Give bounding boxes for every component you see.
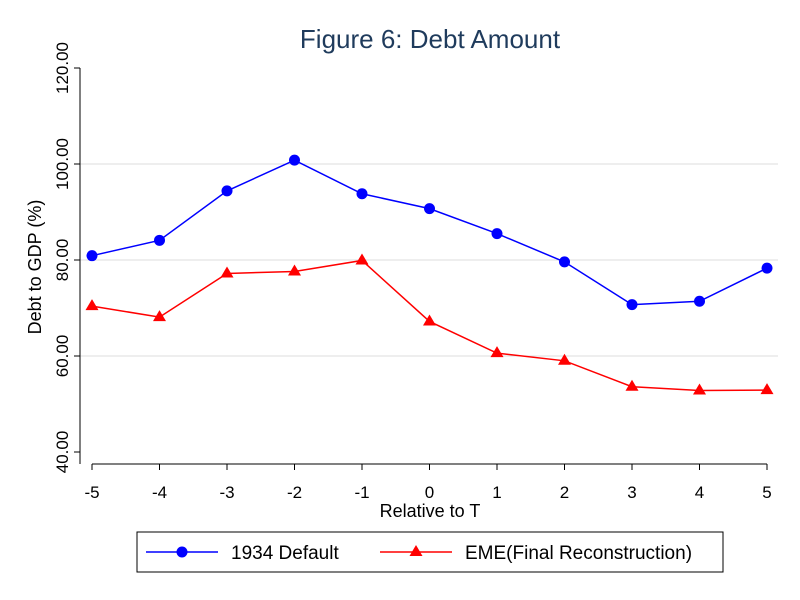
data-point [154, 234, 165, 246]
y-axis-label: Debt to GDP (%) [25, 200, 45, 335]
series-line [91, 259, 768, 392]
data-point [559, 256, 570, 268]
series-line [91, 159, 768, 306]
data-point [693, 383, 706, 395]
legend-marker-1934-default [176, 546, 188, 558]
x-tick-label: 5 [762, 483, 771, 502]
series-eme-final-reconstruction [85, 253, 774, 395]
data-point [153, 310, 166, 322]
y-tick-label: 120.00 [53, 42, 72, 94]
data-point [423, 314, 436, 326]
data-point [490, 346, 504, 358]
y-tick-label: 100.00 [53, 138, 72, 190]
data-point [761, 262, 773, 274]
x-tick-label: 1 [492, 483, 501, 502]
chart-title: Figure 6: Debt Amount [300, 24, 561, 54]
axes [79, 68, 767, 465]
x-tick-label: -2 [287, 483, 302, 502]
data-point [86, 250, 98, 262]
x-axis-label: Relative to T [380, 501, 481, 521]
y-tick-label: 40.00 [53, 431, 72, 474]
x-tick-label: 3 [627, 483, 636, 502]
data-point [491, 228, 503, 240]
data-point [625, 379, 639, 391]
x-tick-label: 4 [695, 483, 704, 502]
data-point [558, 353, 571, 365]
x-ticks: -5 -4 -3 -2 -1 0 1 2 3 4 5 [84, 464, 772, 502]
data-point [356, 188, 368, 200]
data-point [355, 253, 369, 265]
data-point [694, 295, 705, 307]
data-point [626, 299, 638, 311]
x-tick-label: -1 [354, 483, 369, 502]
x-tick-label: -5 [84, 483, 99, 502]
data-point [424, 203, 435, 215]
gridlines [80, 163, 778, 357]
x-tick-label: -4 [152, 483, 167, 502]
legend-label-1934-default: 1934 Default [231, 543, 339, 564]
data-point [760, 383, 774, 395]
legend-label-eme: EME(Final Reconstruction) [465, 543, 692, 564]
x-tick-label: -3 [219, 483, 234, 502]
legend: 1934 Default EME(Final Reconstruction) [136, 531, 724, 573]
data-point [288, 264, 301, 276]
data-point [220, 266, 234, 278]
data-point [85, 299, 99, 311]
series [85, 154, 774, 395]
y-tick-label: 80.00 [53, 239, 72, 282]
y-tick-label: 60.00 [53, 335, 72, 378]
data-point [289, 154, 300, 166]
data-point [221, 185, 233, 197]
legend-marker-eme [409, 545, 423, 556]
x-tick-label: 0 [425, 483, 434, 502]
y-ticks: 40.00 60.00 80.00 100.00 120.00 [53, 42, 80, 473]
series-1934-default [86, 154, 773, 311]
x-tick-label: 2 [560, 483, 569, 502]
